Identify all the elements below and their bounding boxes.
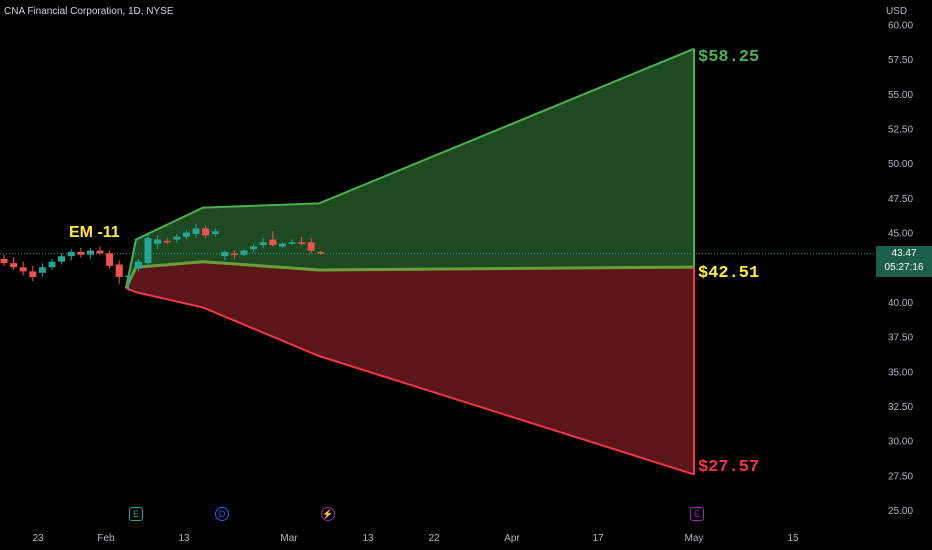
candle-body	[134, 261, 142, 269]
candle-body	[221, 251, 229, 257]
middle-level-label: $42.51	[698, 264, 760, 283]
candle-body	[288, 242, 296, 244]
expected-price-line	[124, 260, 695, 289]
current-price-value: 43.47	[891, 248, 917, 259]
time-tick-label: 23	[32, 533, 44, 544]
price-tick-label: 35.00	[888, 367, 913, 378]
upper-band-line	[125, 47, 695, 289]
candle-body	[19, 267, 27, 272]
symbol-title[interactable]: CNA Financial Corporation, 1D, NYSE	[4, 6, 174, 17]
candle-body	[317, 251, 325, 254]
time-tick-label: 15	[787, 533, 799, 544]
dividend-event-icon[interactable]: D	[215, 507, 229, 521]
current-price-tag: 43.47 05:27:16	[876, 246, 932, 277]
currency-label: USD	[886, 6, 908, 17]
earnings-event-icon[interactable]: E	[129, 507, 143, 521]
candle-body	[144, 238, 152, 264]
candle-body	[77, 251, 85, 255]
candle-body	[106, 253, 114, 266]
price-tick-label: 50.00	[888, 159, 913, 170]
candle-body	[86, 250, 94, 255]
time-tick-label: 13	[178, 533, 190, 544]
time-axis[interactable]: 23 Feb 13 Mar 13 22 Apr 17 May 15	[32, 533, 799, 544]
price-tick-label: 45.00	[888, 229, 913, 240]
candle-body	[240, 250, 248, 255]
lower-band-line	[125, 287, 695, 476]
candle-body	[125, 275, 133, 278]
em-annotation: EM -11	[69, 224, 120, 241]
time-tick-label: Feb	[97, 533, 115, 544]
candle-body	[202, 228, 210, 236]
time-tick-label: May	[685, 533, 704, 544]
price-tick-label: 55.00	[888, 90, 913, 101]
candle-body	[259, 242, 267, 246]
time-tick-label: Apr	[504, 533, 520, 544]
candles	[0, 224, 325, 291]
candle-body	[307, 242, 315, 251]
price-tick-label: 25.00	[888, 506, 913, 517]
time-tick-label: 13	[362, 533, 374, 544]
candle-body	[48, 261, 56, 268]
time-tick-label: Mar	[280, 533, 298, 544]
price-tick-label: 32.50	[888, 402, 913, 413]
candle-body	[115, 264, 123, 277]
candle-body	[10, 263, 18, 268]
split-event-icon[interactable]: ⚡	[321, 507, 335, 521]
upper-level-label: $58.25	[698, 48, 760, 67]
lower-band-area	[126, 261, 694, 475]
time-tick-label: 22	[428, 533, 440, 544]
bar-countdown: 05:27:16	[884, 262, 924, 273]
candle-body	[163, 240, 171, 243]
candle-body	[211, 231, 219, 234]
candle-body	[58, 256, 66, 262]
candle-body	[182, 232, 190, 237]
candle-body	[29, 271, 37, 277]
candle-body	[269, 239, 277, 246]
candle-body	[173, 236, 181, 240]
price-tick-label: 47.50	[888, 194, 913, 205]
price-tick-label: 40.00	[888, 298, 913, 309]
upper-band-area	[126, 48, 694, 289]
candle-body	[192, 228, 200, 234]
price-tick-label: 57.50	[888, 55, 913, 66]
future-earnings-event-icon[interactable]: E	[690, 507, 704, 521]
candle-body	[298, 242, 306, 244]
candle-body	[96, 250, 104, 254]
candle-body	[67, 251, 75, 257]
price-tick-label: 27.50	[888, 471, 913, 482]
candle-body	[230, 253, 238, 255]
time-tick-label: 17	[592, 533, 604, 544]
candle-body	[38, 267, 46, 273]
candle-body	[154, 239, 162, 244]
candle-body	[278, 243, 286, 247]
price-tick-label: 30.00	[888, 437, 913, 448]
price-tick-label: 52.50	[888, 125, 913, 136]
price-tick-label: 37.50	[888, 333, 913, 344]
price-tick-label: 60.00	[888, 21, 913, 32]
lower-level-label: $27.57	[698, 458, 760, 477]
candle-body	[250, 246, 258, 250]
candle-body	[0, 258, 8, 264]
